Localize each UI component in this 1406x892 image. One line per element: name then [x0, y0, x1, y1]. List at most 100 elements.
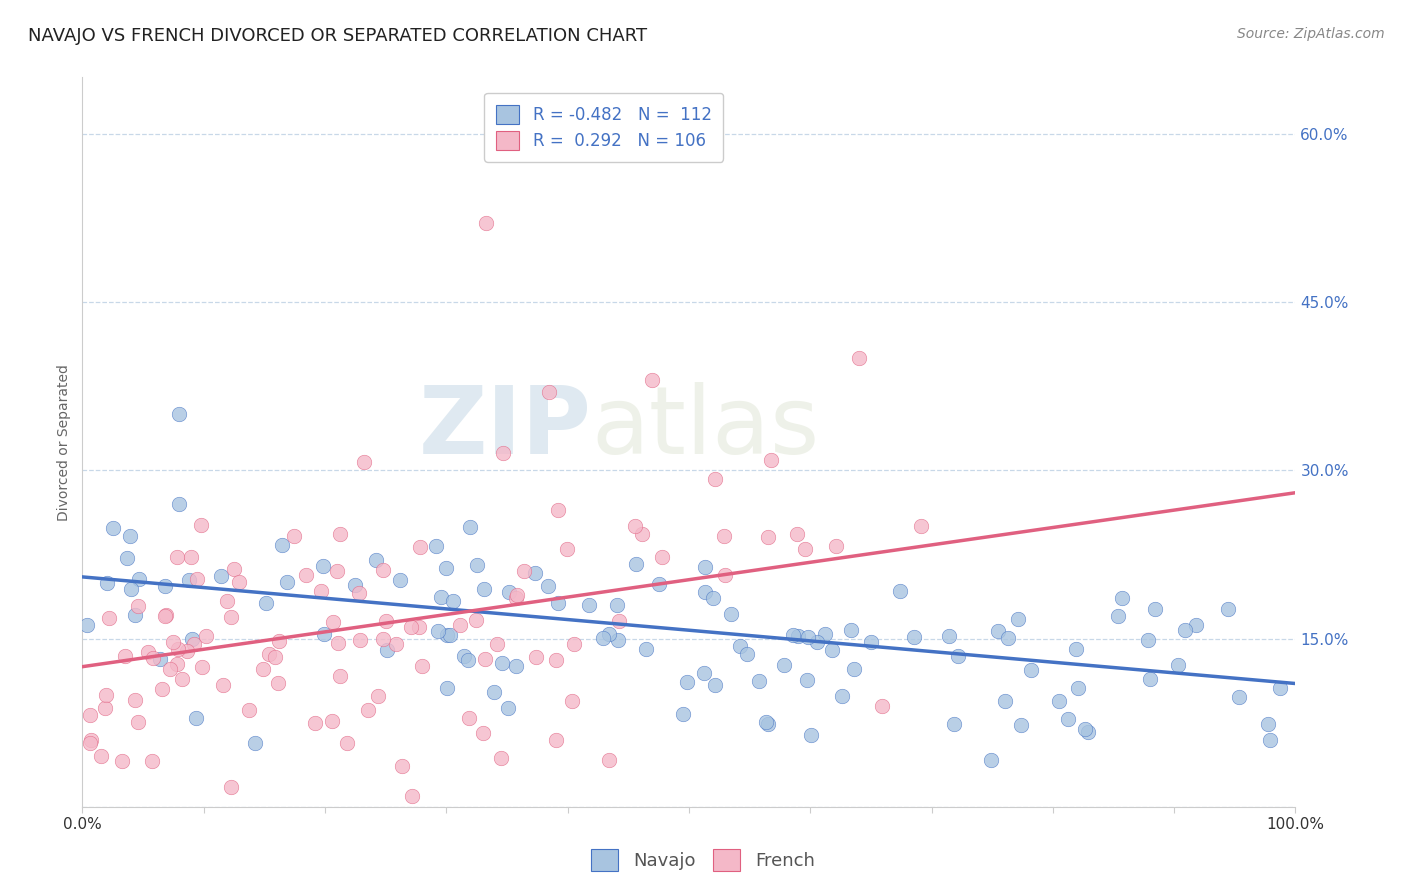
- Point: [190, 518, 212, 533]
- Point: [496, 700, 519, 714]
- Point: [474, 652, 496, 666]
- Point: [79, 708, 101, 723]
- Point: [592, 631, 614, 645]
- Point: [430, 590, 453, 604]
- Point: [243, 736, 266, 750]
- Point: [117, 551, 139, 566]
- Point: [353, 455, 375, 469]
- Point: [730, 639, 752, 653]
- Text: NAVAJO VS FRENCH DIVORCED OR SEPARATED CORRELATION CHART: NAVAJO VS FRENCH DIVORCED OR SEPARATED C…: [28, 27, 647, 45]
- Point: [329, 526, 352, 541]
- Point: [159, 661, 181, 675]
- Point: [759, 453, 782, 467]
- Point: [578, 599, 600, 613]
- Point: [180, 550, 202, 565]
- Point: [547, 503, 569, 517]
- Point: [997, 631, 1019, 645]
- Point: [693, 559, 716, 574]
- Point: [191, 659, 214, 673]
- Point: [167, 641, 190, 656]
- Point: [634, 641, 657, 656]
- Point: [844, 662, 866, 676]
- Point: [870, 698, 893, 713]
- Point: [651, 549, 673, 564]
- Point: [1047, 694, 1070, 708]
- Point: [562, 637, 585, 651]
- Point: [120, 582, 142, 596]
- Point: [547, 596, 569, 610]
- Point: [506, 588, 529, 602]
- Point: [153, 608, 176, 623]
- Point: [343, 578, 366, 592]
- Point: [641, 374, 664, 388]
- Point: [195, 629, 218, 643]
- Point: [79, 736, 101, 750]
- Point: [408, 620, 430, 634]
- Point: [219, 610, 242, 624]
- Point: [328, 636, 350, 650]
- Point: [903, 630, 925, 644]
- Point: [910, 518, 932, 533]
- Point: [219, 780, 242, 794]
- Point: [538, 384, 561, 399]
- Point: [1073, 722, 1095, 736]
- Point: [839, 624, 862, 638]
- Point: [994, 694, 1017, 708]
- Point: [800, 728, 823, 742]
- Point: [692, 665, 714, 680]
- Point: [96, 575, 118, 590]
- Point: [821, 642, 844, 657]
- Point: [754, 714, 776, 729]
- Point: [267, 676, 290, 690]
- Point: [166, 550, 188, 565]
- Point: [607, 614, 630, 628]
- Point: [1107, 609, 1129, 624]
- Point: [162, 635, 184, 649]
- Point: [464, 613, 486, 627]
- Point: [228, 574, 250, 589]
- Point: [486, 637, 509, 651]
- Point: [537, 579, 560, 593]
- Point: [1019, 663, 1042, 677]
- Point: [1270, 681, 1292, 695]
- Point: [252, 661, 274, 675]
- Point: [704, 678, 727, 692]
- Point: [434, 561, 457, 575]
- Point: [217, 593, 239, 607]
- Y-axis label: Divorced or Separated: Divorced or Separated: [58, 364, 72, 521]
- Point: [484, 685, 506, 699]
- Point: [349, 632, 371, 647]
- Text: atlas: atlas: [592, 382, 820, 474]
- Point: [457, 711, 479, 725]
- Point: [938, 628, 960, 642]
- Point: [491, 656, 513, 670]
- Point: [311, 558, 333, 573]
- Point: [492, 445, 515, 459]
- Point: [1057, 712, 1080, 726]
- Point: [702, 591, 724, 606]
- Point: [98, 610, 121, 624]
- Point: [704, 472, 727, 486]
- Point: [127, 599, 149, 614]
- Point: [329, 669, 352, 683]
- Point: [150, 681, 173, 696]
- Point: [399, 620, 422, 634]
- Point: [465, 558, 488, 573]
- Point: [756, 530, 779, 544]
- Point: [336, 736, 359, 750]
- Point: [713, 529, 735, 543]
- Point: [441, 594, 464, 608]
- Point: [453, 648, 475, 663]
- Point: [436, 627, 458, 641]
- Point: [118, 528, 141, 542]
- Point: [389, 573, 412, 587]
- Point: [505, 591, 527, 606]
- Point: [425, 539, 447, 553]
- Point: [735, 647, 758, 661]
- Point: [987, 624, 1010, 638]
- Point: [606, 598, 628, 612]
- Point: [598, 627, 620, 641]
- Point: [831, 689, 853, 703]
- Point: [94, 701, 117, 715]
- Point: [322, 615, 344, 630]
